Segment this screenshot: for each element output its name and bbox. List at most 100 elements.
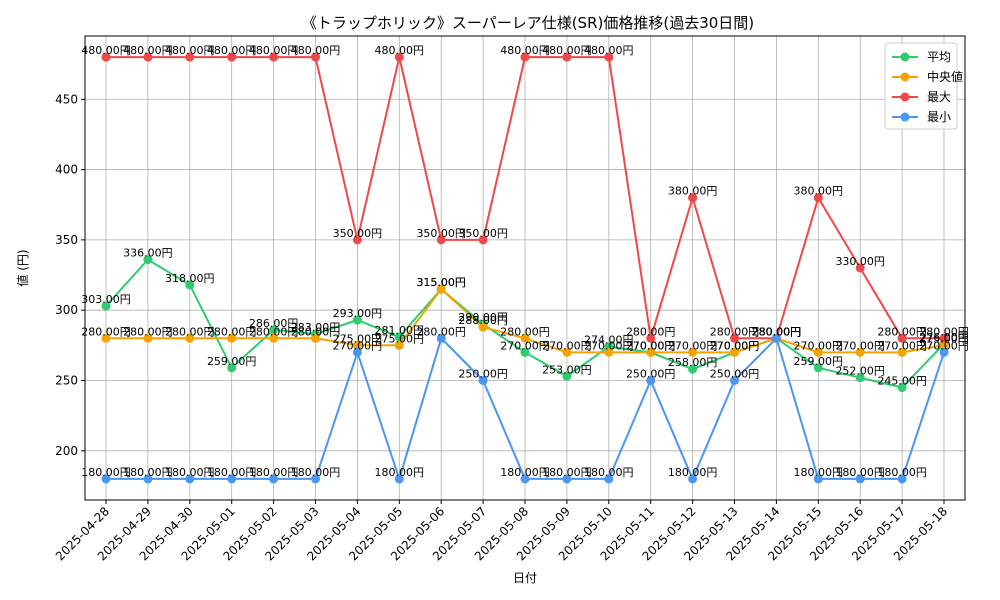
- data-point: [939, 347, 949, 357]
- data-label: 252.00円: [835, 365, 885, 378]
- data-point: [520, 474, 530, 484]
- data-label: 258.00円: [668, 356, 718, 369]
- data-point: [185, 333, 195, 343]
- data-point: [101, 333, 111, 343]
- legend-box: [884, 42, 958, 130]
- data-label: 276.00円: [919, 331, 969, 344]
- data-point: [269, 52, 279, 62]
- y-tick-label: 200: [55, 444, 78, 458]
- data-point: [897, 474, 907, 484]
- data-point: [604, 474, 614, 484]
- data-point: [352, 315, 362, 325]
- data-label: 280.00円: [626, 325, 676, 338]
- data-label: 480.00円: [500, 44, 550, 57]
- data-label: 293.00円: [333, 307, 383, 320]
- x-axis-label: 日付: [513, 571, 537, 585]
- data-point: [269, 325, 279, 335]
- data-label: 180.00円: [668, 466, 718, 479]
- data-label: 288.00円: [458, 314, 508, 327]
- data-point: [520, 333, 530, 343]
- data-point: [855, 263, 865, 273]
- data-label: 480.00円: [207, 44, 257, 57]
- data-point: [143, 333, 153, 343]
- data-label: 330.00円: [835, 255, 885, 268]
- legend-label: 中央値: [927, 69, 963, 84]
- data-point: [813, 474, 823, 484]
- data-label: 270.00円: [500, 339, 550, 352]
- data-label: 280.00円: [165, 325, 215, 338]
- data-label: 270.00円: [710, 339, 760, 352]
- data-label: 350.00円: [416, 227, 466, 240]
- data-point: [311, 474, 320, 484]
- data-point: [269, 474, 279, 484]
- data-point: [939, 333, 949, 343]
- data-label: 180.00円: [249, 466, 299, 479]
- data-label: 180.00円: [877, 466, 927, 479]
- data-point: [604, 52, 614, 62]
- data-point: [436, 235, 446, 245]
- data-point: [646, 333, 656, 343]
- data-label: 281.00円: [375, 324, 425, 337]
- data-label: 280.00円: [752, 325, 802, 338]
- data-label: 280.00円: [752, 325, 802, 338]
- data-point: [688, 193, 698, 203]
- data-label: 270.00円: [542, 339, 592, 352]
- data-label: 380.00円: [794, 185, 844, 198]
- data-point: [227, 363, 237, 373]
- data-label: 280.00円: [123, 325, 173, 338]
- legend-swatch-marker: [900, 72, 910, 82]
- data-point: [939, 340, 949, 350]
- data-point: [478, 235, 488, 245]
- data-label: 286.00円: [249, 317, 299, 330]
- data-label: 250.00円: [710, 367, 760, 380]
- data-point: [562, 371, 572, 381]
- data-label: 250.00円: [626, 367, 676, 380]
- data-point: [562, 52, 572, 62]
- legend-swatch-marker: [900, 92, 910, 102]
- y-axis-label: 値 (円): [15, 249, 30, 286]
- data-point: [101, 474, 111, 484]
- data-label: 280.00円: [291, 325, 341, 338]
- data-label: 180.00円: [835, 466, 885, 479]
- data-label: 480.00円: [291, 44, 341, 57]
- data-label: 259.00円: [207, 355, 257, 368]
- series: [101, 52, 949, 484]
- data-point: [185, 280, 195, 290]
- data-point: [478, 322, 488, 332]
- data-point: [394, 52, 404, 62]
- legend-swatch-marker: [900, 112, 910, 122]
- legend-label: 最小: [927, 110, 951, 124]
- data-point: [813, 347, 823, 357]
- data-point: [897, 347, 907, 357]
- data-point: [143, 255, 153, 265]
- data-labels: 303.00円 336.00円 318.00円 259.00円 286.00円283.0…: [81, 44, 969, 479]
- data-point: [562, 474, 572, 484]
- legend-label: 最大: [927, 90, 951, 104]
- data-point: [269, 333, 279, 343]
- data-point: [855, 373, 865, 383]
- data-label: 259.00円: [794, 355, 844, 368]
- data-point: [185, 474, 195, 484]
- data-label: 180.00円: [584, 466, 634, 479]
- data-point: [352, 347, 362, 357]
- data-label: 380.00円: [668, 185, 718, 198]
- data-point: [813, 193, 823, 203]
- data-point: [646, 375, 656, 385]
- data-label: 283.00円: [291, 321, 341, 334]
- data-point: [730, 375, 739, 385]
- data-label: 270.00円: [584, 339, 634, 352]
- data-label: 274.00円: [584, 334, 634, 347]
- data-label: 180.00円: [81, 466, 131, 479]
- data-point: [436, 284, 446, 294]
- data-label: 350.00円: [333, 227, 383, 240]
- data-label: 250.00円: [458, 367, 508, 380]
- data-point: [688, 474, 698, 484]
- data-point: [688, 364, 698, 374]
- data-label: 180.00円: [794, 466, 844, 479]
- chart-title: 《トラップホリック》スーパーレア仕様(SR)価格推移(過去30日間): [302, 14, 754, 32]
- data-label: 275.00円: [919, 332, 969, 345]
- data-label: 270.00円: [877, 339, 927, 352]
- data-point: [604, 347, 614, 357]
